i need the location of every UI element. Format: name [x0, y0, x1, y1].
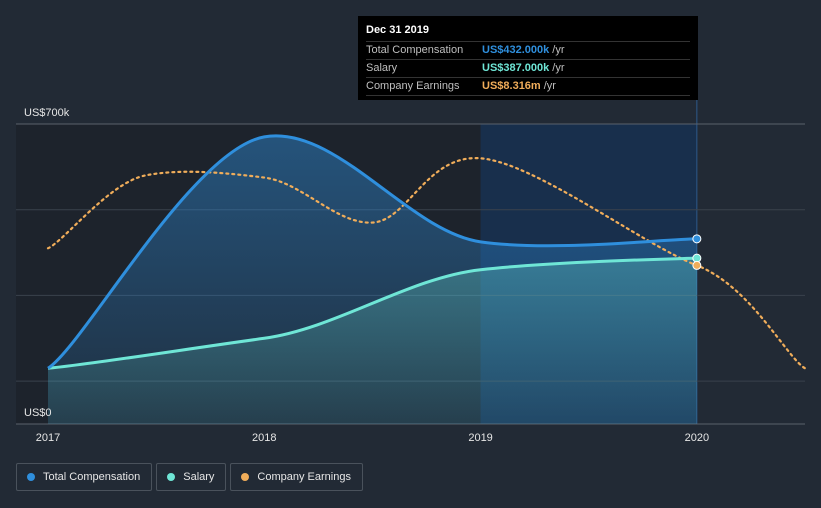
- tooltip-label: Total Compensation: [366, 44, 464, 56]
- legend-dot-icon: [167, 473, 176, 481]
- x-tick-label: 2019: [468, 432, 492, 444]
- chart-tooltip: Dec 31 2019 Total Compensation US$432.00…: [358, 16, 698, 100]
- tooltip-row-total-compensation: Total Compensation US$432.000k /yr: [366, 42, 690, 60]
- salary-line: [47, 256, 697, 370]
- x-tick-label: 2017: [36, 432, 60, 444]
- legend-dot-icon: [27, 473, 35, 481]
- legend-label: Salary: [183, 471, 215, 483]
- y-tick-label: US$700k: [24, 107, 70, 119]
- legend-label: Total Compensation: [43, 471, 141, 483]
- tooltip-value: US$8.316m: [482, 80, 541, 92]
- tooltip-unit: /yr: [552, 62, 565, 74]
- tooltip-row-salary: Salary US$387.000k /yr: [366, 60, 690, 78]
- company-earnings-point: [692, 260, 702, 270]
- legend-item-total-compensation[interactable]: Total Compensation: [16, 463, 153, 491]
- tooltip-value: US$387.000k: [482, 62, 550, 74]
- legend-item-salary[interactable]: Salary: [156, 463, 227, 491]
- y-tick-label: US$0: [24, 407, 52, 419]
- legend-dot-icon: [241, 473, 250, 481]
- legend-item-company-earnings[interactable]: Company Earnings: [230, 463, 363, 491]
- tooltip-unit: /yr: [552, 44, 565, 56]
- x-tick-label: 2018: [252, 432, 276, 444]
- tooltip-label: Salary: [366, 62, 398, 74]
- tooltip-label: Company Earnings: [366, 80, 460, 92]
- chart-legend: Total Compensation Salary Company Earnin…: [16, 463, 363, 491]
- tooltip-title: Dec 31 2019: [366, 24, 690, 42]
- total-compensation-point: [692, 234, 702, 244]
- tooltip-value: US$432.000k: [482, 44, 550, 56]
- tooltip-row-company-earnings: Company Earnings US$8.316m /yr: [366, 78, 690, 96]
- salary-area: [48, 258, 697, 424]
- x-tick-label: 2020: [685, 432, 709, 444]
- total-compensation-line: [47, 134, 697, 370]
- legend-label: Company Earnings: [257, 471, 351, 483]
- tooltip-unit: /yr: [543, 80, 556, 92]
